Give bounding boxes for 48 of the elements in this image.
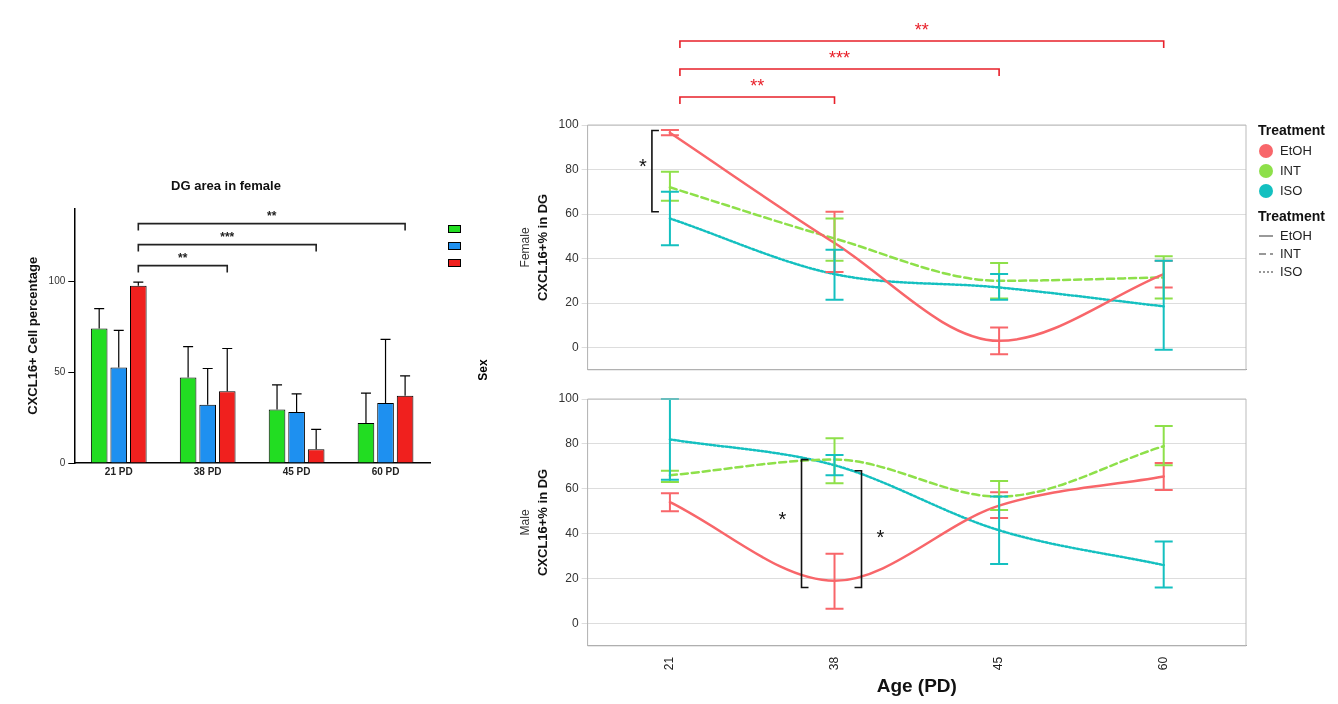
x-tick-label: 38 <box>826 656 841 671</box>
legend-label: EtOH <box>1280 142 1312 158</box>
text: Sex <box>476 359 491 381</box>
chart-title: DG area in female <box>171 178 281 194</box>
y-tick-label: 100 <box>558 391 579 406</box>
y-tick-label: 0 <box>571 339 579 354</box>
x-axis-title: Age (PD) <box>876 674 957 696</box>
annotation: ** <box>267 208 277 223</box>
y-tick-label: 60 <box>565 206 579 221</box>
y-tick-label: 0 <box>59 456 66 468</box>
legend-label: INT <box>1280 162 1301 178</box>
text: Female <box>517 227 532 268</box>
annotation: ** <box>178 250 188 265</box>
text: Treatment <box>1258 207 1325 224</box>
x-tick-label: 38 PD <box>193 465 222 477</box>
y-axis-title: CXCL16+ Cell percentage <box>25 256 41 415</box>
legend-label: ISO <box>1280 182 1303 198</box>
x-tick-label: 60 PD <box>371 465 400 477</box>
y-tick-label: 80 <box>565 161 579 176</box>
text: Male <box>517 509 532 536</box>
x-tick-label: 21 <box>662 656 677 671</box>
y-tick-label: 20 <box>565 295 579 310</box>
y-axis-title: CXCL16+% in DG <box>535 193 551 302</box>
annotation: * <box>876 525 885 548</box>
text: ** <box>750 75 765 96</box>
legend-title: Treatment <box>1258 121 1326 138</box>
x-tick-label: 45 PD <box>282 465 311 477</box>
y-tick-label: 60 <box>565 481 579 496</box>
y-tick-label: 0 <box>571 615 579 630</box>
y-tick-label: 40 <box>565 250 579 265</box>
text: *** <box>829 47 851 68</box>
annotation: *** <box>220 229 235 244</box>
annotation: * <box>778 507 787 530</box>
y-tick-label: 50 <box>54 365 66 377</box>
annotation: * <box>639 154 648 177</box>
y-tick-label: 80 <box>565 436 579 451</box>
x-tick-label: 21 PD <box>104 465 133 477</box>
text: INT <box>1280 245 1301 261</box>
y-tick-label: 40 <box>565 525 579 540</box>
y-axis-title: CXCL16+% in DG <box>535 468 551 577</box>
text: EtOH <box>1280 227 1312 243</box>
y-tick-label: 100 <box>48 275 66 287</box>
text: ISO <box>1280 263 1303 279</box>
x-tick-label: 60 <box>1156 656 1171 671</box>
y-tick-label: 20 <box>565 570 579 585</box>
text: ** <box>914 19 929 40</box>
x-tick-label: 45 <box>991 656 1006 671</box>
y-tick-label: 100 <box>558 117 579 132</box>
